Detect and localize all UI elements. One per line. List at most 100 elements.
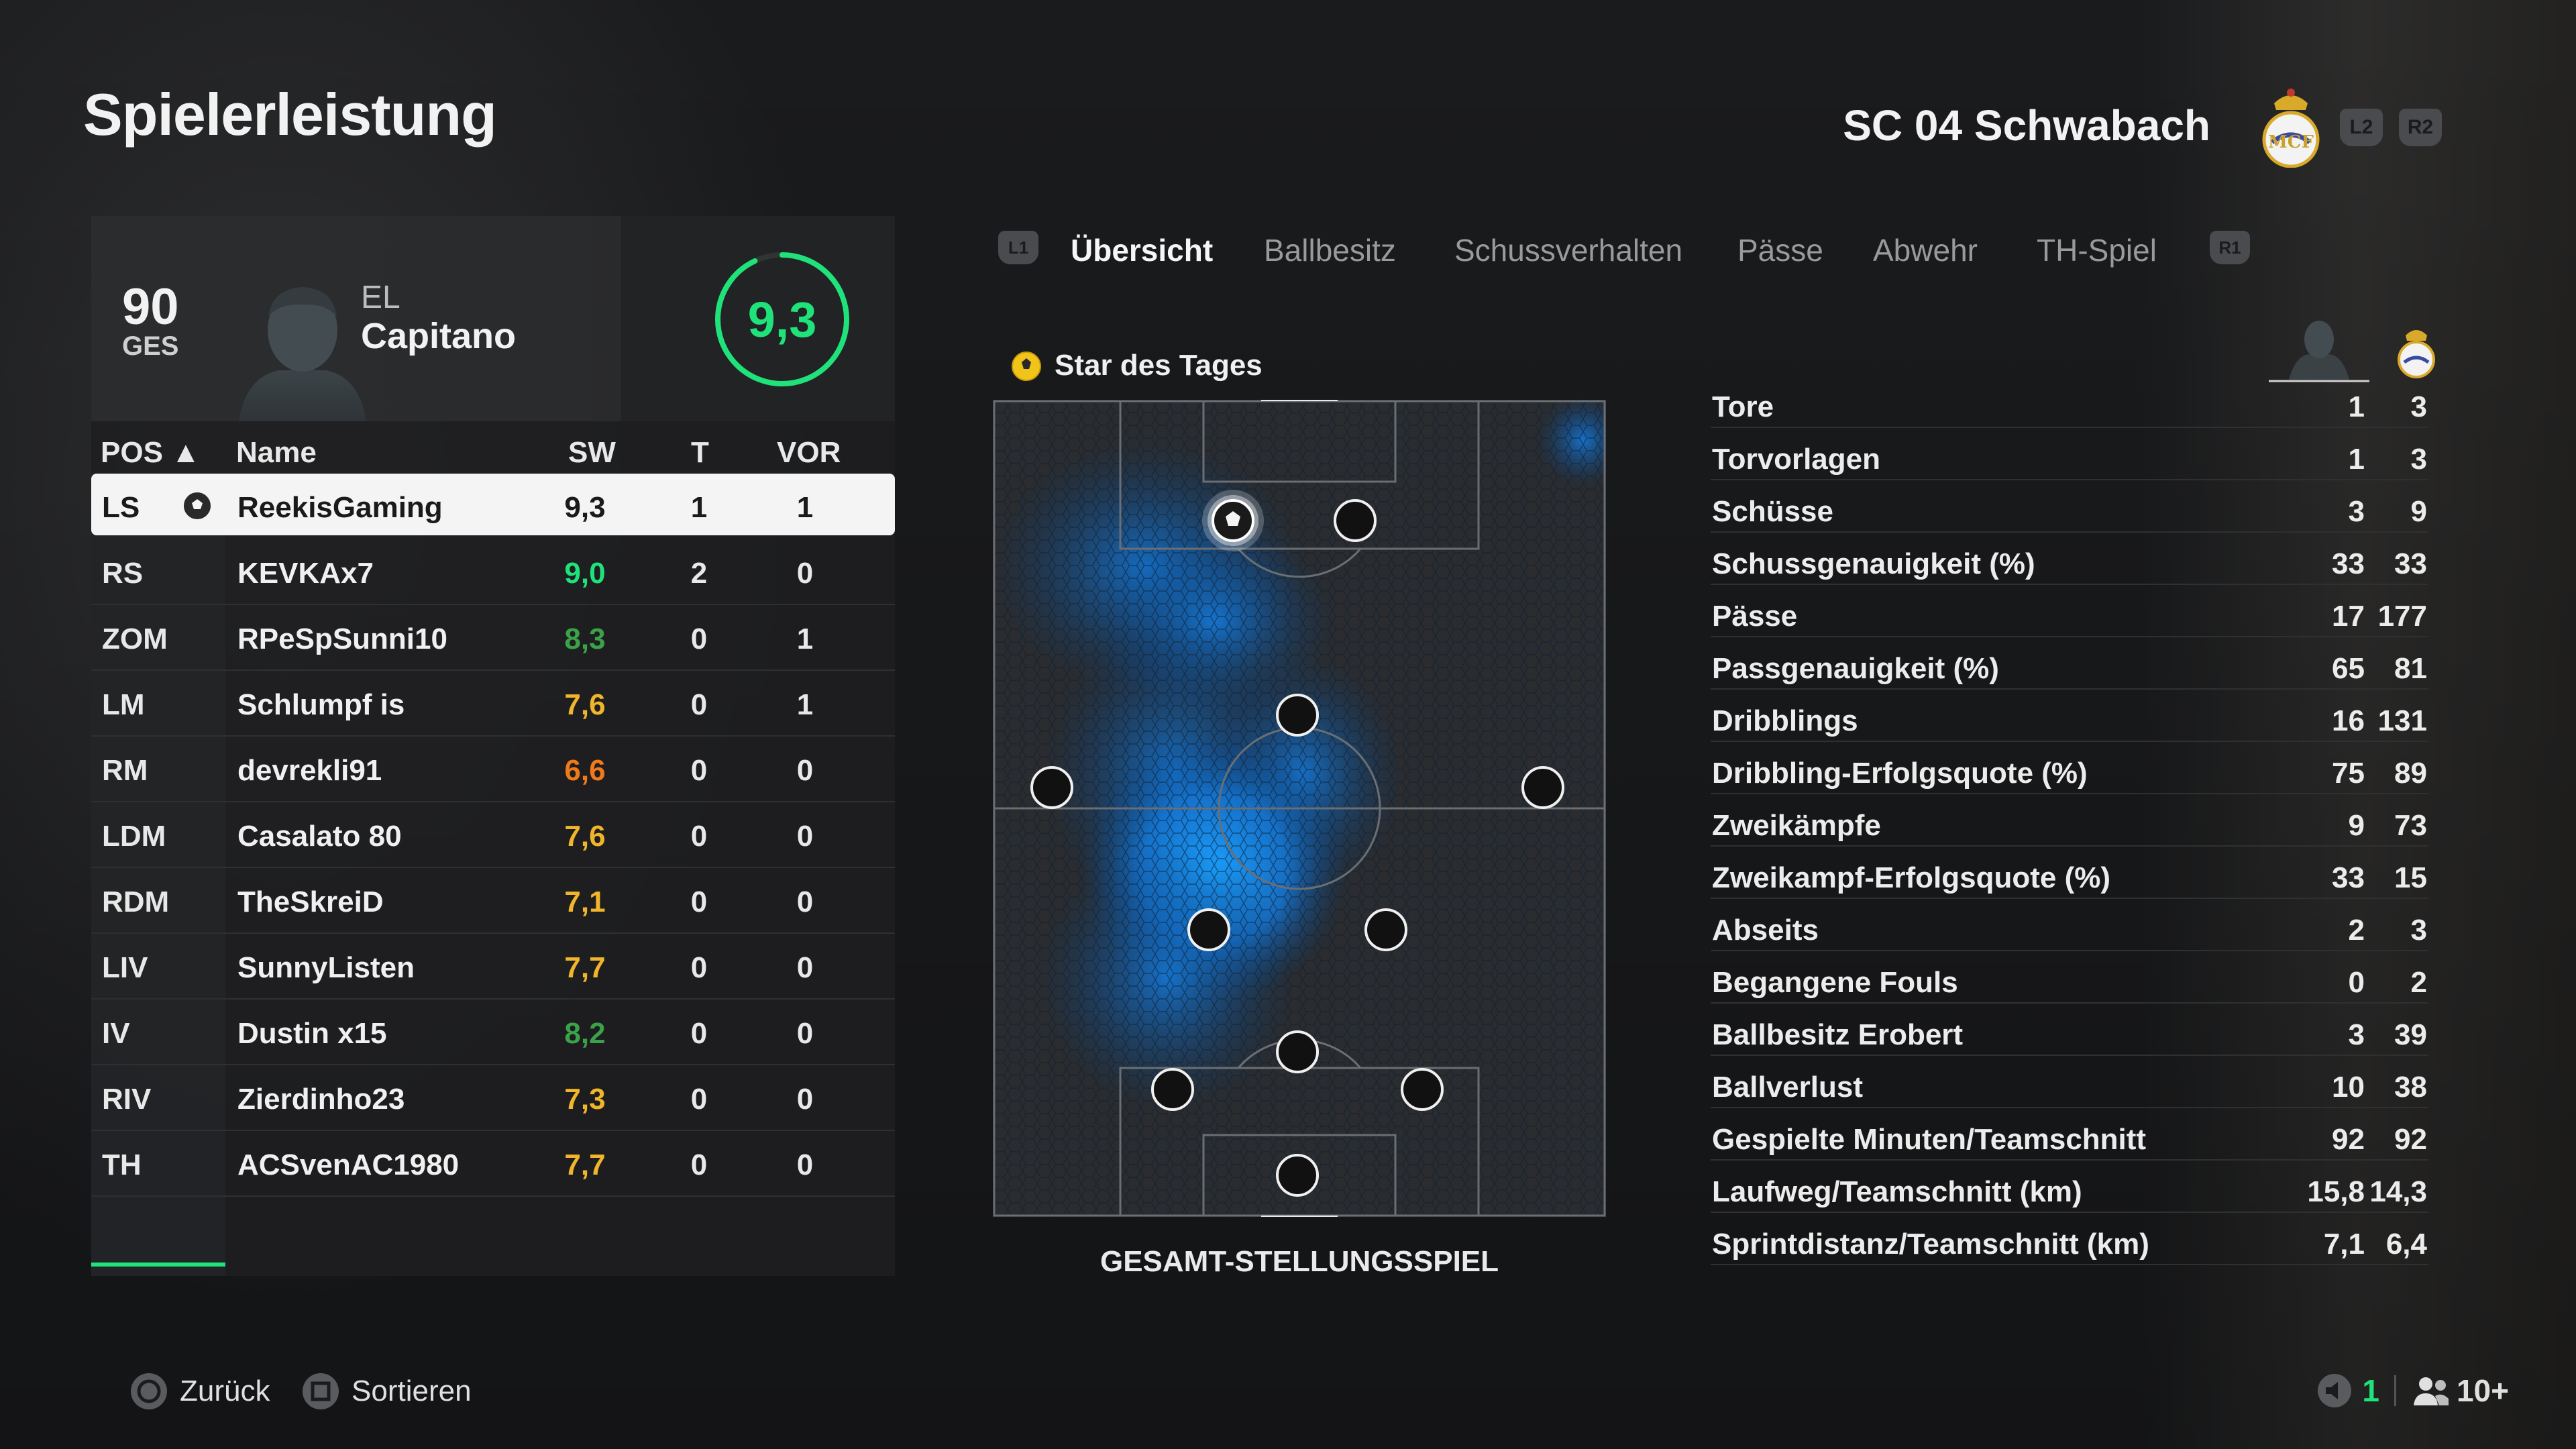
stat-team-value: 73: [2394, 809, 2427, 842]
row-position: ZOM: [102, 623, 168, 655]
row-rating: 9,0: [564, 557, 606, 590]
table-row[interactable]: RDM TheSkreiD 7,1 0 0: [91, 868, 895, 934]
row-player-name: Dustin x15: [237, 1017, 387, 1050]
stat-label: Schussgenauigkeit (%): [1712, 547, 2035, 580]
sw-header[interactable]: SW: [568, 436, 616, 469]
stat-row: Ballbesitz Erobert 3 39: [1711, 1004, 2428, 1056]
row-assists: 1: [796, 491, 814, 524]
ball-icon: [184, 492, 211, 519]
row-goals: 2: [690, 557, 708, 590]
row-player-name: TheSkreiD: [237, 885, 384, 918]
tab-uebersicht[interactable]: Übersicht: [1071, 233, 1214, 268]
stat-label: Tore: [1712, 390, 1774, 423]
tab-th-spiel[interactable]: TH-Spiel: [2037, 233, 2157, 268]
table-row[interactable]: RS KEVKAx7 9,0 2 0: [91, 539, 895, 605]
row-player-name: Casalato 80: [237, 820, 402, 853]
table-row[interactable]: IV Dustin x15 8,2 0 0: [91, 1000, 895, 1065]
back-button[interactable]: Zurück: [129, 1371, 270, 1411]
stat-player-value: 0: [2348, 966, 2365, 999]
stat-team-value: 81: [2394, 652, 2427, 685]
row-goals: 0: [690, 1017, 708, 1050]
row-rating: 8,3: [564, 623, 606, 655]
table-row[interactable]: LDM Casalato 80 7,6 0 0: [91, 802, 895, 868]
club-name: SC 04 Schwabach: [1843, 101, 2210, 150]
table-row[interactable]: TH ACSvenAC1980 7,7 0 0: [91, 1131, 895, 1197]
row-position: IV: [102, 1017, 130, 1050]
row-assists: 0: [796, 885, 814, 918]
match-rating: 9,3: [747, 291, 817, 347]
vor-header[interactable]: VOR: [777, 436, 841, 469]
row-position: LS: [102, 491, 140, 524]
tab-schussverhalten[interactable]: Schussverhalten: [1454, 233, 1683, 268]
row-player-name: Zierdinho23: [237, 1083, 405, 1116]
stat-label: Laufweg/Teamschnitt (km): [1712, 1175, 2082, 1208]
club-crest-icon: MCF: [2262, 89, 2320, 168]
t-header[interactable]: T: [691, 436, 709, 469]
sort-button[interactable]: Sortieren: [301, 1371, 472, 1411]
row-goals: 0: [690, 623, 708, 655]
sort-label: Sortieren: [352, 1375, 472, 1407]
stat-row: Ballverlust 10 38: [1711, 1056, 2428, 1108]
overall-label: GES: [122, 331, 179, 361]
tab-paesse[interactable]: Pässe: [1737, 233, 1823, 268]
rating-area: [621, 216, 895, 421]
stat-row: Begangene Fouls 0 2: [1711, 951, 2428, 1004]
stat-row: Passgenauigkeit (%) 65 81: [1711, 637, 2428, 690]
svg-text:MCF: MCF: [2268, 132, 2314, 152]
tab-abwehr[interactable]: Abwehr: [1873, 233, 1978, 268]
stat-label: Zweikampf-Erfolgsquote (%): [1712, 861, 2111, 894]
table-row[interactable]: LS ReekisGaming 9,3 1 1: [91, 474, 895, 535]
row-goals: 0: [690, 1148, 708, 1181]
row-rating: 9,3: [564, 491, 606, 524]
stat-label: Torvorlagen: [1712, 443, 1881, 476]
l2-button[interactable]: L2: [2340, 109, 2383, 146]
player-list-panel: 90 GES EL Capitano 9,3 POS ▲ Name SW T V…: [91, 216, 895, 1276]
stat-player-value: 16: [2332, 704, 2365, 737]
stat-label: Zweikämpfe: [1712, 809, 1881, 842]
row-rating: 7,7: [564, 951, 606, 984]
row-position: RM: [102, 754, 148, 787]
stat-label: Begangene Fouls: [1712, 966, 1958, 999]
stat-row: Dribblings 16 131: [1711, 690, 2428, 742]
r2-button[interactable]: R2: [2399, 109, 2442, 146]
stat-row: Gespielte Minuten/Teamschnitt 92 92: [1711, 1108, 2428, 1161]
speaker-icon: [2318, 1374, 2352, 1407]
stat-team-value: 15: [2394, 861, 2427, 894]
stat-team-value: 14,3: [2369, 1175, 2427, 1208]
l1-button[interactable]: L1: [998, 231, 1038, 264]
stat-team-value: 6,4: [2385, 1228, 2427, 1260]
players-icon: [2413, 1377, 2449, 1405]
footer-divider: [2394, 1375, 2396, 1406]
players-count: 10+: [2456, 1373, 2509, 1408]
table-row[interactable]: LIV SunnyListen 7,7 0 0: [91, 934, 895, 1000]
stat-player-value: 3: [2348, 495, 2365, 528]
row-assists: 1: [796, 623, 814, 655]
stat-player-value: 2: [2348, 914, 2365, 947]
row-rating: 7,6: [564, 820, 606, 853]
row-position: LIV: [102, 951, 148, 984]
table-row[interactable]: RIV Zierdinho23 7,3 0 0: [91, 1065, 895, 1131]
sort-pos-header[interactable]: POS ▲: [101, 436, 201, 469]
pitch-heatmap: [993, 400, 1606, 1217]
row-rating: 7,1: [564, 885, 606, 918]
pitch-caption: GESAMT-STELLUNGSSPIEL: [1099, 1245, 1499, 1278]
table-row[interactable]: LM Schlumpf is 7,6 0 1: [91, 671, 895, 737]
name-header[interactable]: Name: [236, 436, 317, 469]
player-first-name: EL: [361, 280, 400, 315]
player-avatar-icon: [239, 287, 366, 421]
back-label: Zurück: [180, 1375, 270, 1407]
player-card: 90 GES EL Capitano 9,3: [91, 216, 895, 421]
row-assists: 0: [796, 951, 814, 984]
stat-label: Dribbling-Erfolgsquote (%): [1712, 757, 2088, 790]
stat-row: Sprintdistanz/Teamschnitt (km) 7,1 6,4: [1711, 1213, 2428, 1265]
table-row[interactable]: RM devrekli91 6,6 0 0: [91, 737, 895, 802]
stat-player-value: 10: [2332, 1071, 2365, 1104]
stat-team-value: 3: [2410, 914, 2427, 947]
lobby-status: 1 10+: [2316, 1373, 2509, 1409]
row-position: LDM: [102, 820, 166, 853]
stat-player-value: 1: [2348, 443, 2365, 476]
row-position: RIV: [102, 1083, 152, 1116]
tab-ballbesitz[interactable]: Ballbesitz: [1264, 233, 1396, 268]
table-row[interactable]: ZOM RPeSpSunni10 8,3 0 1: [91, 605, 895, 671]
r1-button[interactable]: R1: [2210, 231, 2250, 264]
